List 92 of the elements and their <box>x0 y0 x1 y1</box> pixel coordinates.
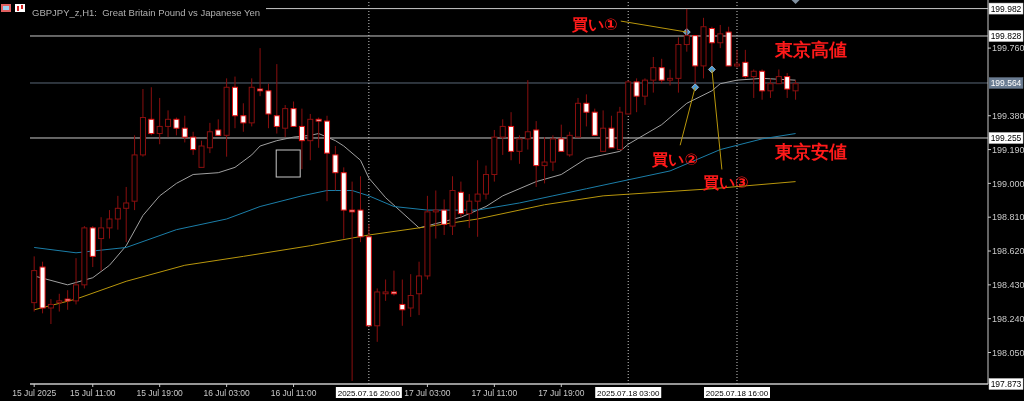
candlestick <box>516 134 523 165</box>
candlestick <box>499 118 506 156</box>
x-tick-label: 17 Jul 11:00 <box>471 388 518 398</box>
y-tick-label: 198.620 <box>992 246 1024 257</box>
y-tick-label: 198.240 <box>992 313 1024 324</box>
candlestick <box>667 68 674 86</box>
candlestick <box>307 113 314 161</box>
candlestick <box>566 131 573 158</box>
candlestick <box>733 49 741 69</box>
candlestick <box>273 63 280 135</box>
candlestick <box>600 109 607 152</box>
y-tick-label: 198.050 <box>992 347 1024 358</box>
candlestick <box>658 58 665 85</box>
candlestick <box>382 279 389 302</box>
candlestick <box>114 195 121 231</box>
candlestick <box>298 108 305 170</box>
candlestick <box>190 131 197 156</box>
candlestick <box>792 79 799 101</box>
candlestick <box>265 83 272 129</box>
candlestick <box>332 145 339 192</box>
ref-line-label: 199.564 <box>990 77 1022 88</box>
candlestick <box>541 136 548 184</box>
candlestick <box>206 122 213 154</box>
candlestick <box>315 117 322 149</box>
ref-line-label: 199.828 <box>990 30 1022 41</box>
annotation: 東京安値 <box>774 141 847 162</box>
candlestick <box>474 159 481 238</box>
candlestick <box>650 56 657 94</box>
candlestick <box>717 24 724 49</box>
candlestick <box>98 216 105 272</box>
x-tick-label: 17 Jul 19:00 <box>538 388 585 398</box>
candlestick <box>73 257 80 305</box>
candlestick <box>416 261 423 316</box>
candlestick <box>290 101 297 127</box>
x-tick-label: 16 Jul 03:00 <box>203 388 251 398</box>
annotation: 買い② <box>651 150 698 170</box>
ref-line-label: 199.982 <box>990 3 1022 14</box>
candlestick <box>524 79 531 151</box>
candlestick <box>441 198 448 236</box>
ref-line-label: 2025.07.18 16:00 <box>705 389 769 398</box>
annotation: 買い③ <box>702 173 749 193</box>
ref-line-label: 2025.07.16 20:00 <box>337 389 401 398</box>
candlestick <box>608 115 615 149</box>
candlestick <box>165 109 172 138</box>
x-tick-label: 17 Jul 03:00 <box>404 388 451 398</box>
ref-line-label: 197.873 <box>990 378 1022 389</box>
candlestick <box>349 181 356 382</box>
candlestick <box>240 102 247 133</box>
candlestick <box>784 72 791 99</box>
candlestick <box>750 68 757 99</box>
x-tick-label: 15 Jul 11:00 <box>69 388 116 398</box>
candlestick <box>767 77 774 99</box>
candlestick <box>156 97 163 145</box>
y-tick-label: 198.810 <box>992 212 1024 223</box>
y-tick-label: 199.000 <box>992 178 1024 189</box>
y-tick-label: 199.380 <box>992 110 1024 121</box>
text: GBPJPY_z,H1: Great Britain Pound vs Japanese Yen <box>32 7 261 18</box>
candlestick <box>482 165 489 200</box>
x-tick-label: 15 Jul 19:00 <box>136 388 184 398</box>
ref-line-label: 2025.07.18 03:00 <box>597 389 660 398</box>
candlestick <box>148 86 155 136</box>
candlestick <box>591 108 598 136</box>
y-tick-label: 198.430 <box>992 280 1024 290</box>
candlestick <box>641 77 648 106</box>
candlestick <box>759 68 766 101</box>
candlestick <box>106 209 113 240</box>
candlestick <box>181 115 188 143</box>
ref-line-label: 199.255 <box>990 132 1022 143</box>
y-tick-label: 199.760 <box>992 43 1024 54</box>
candlestick <box>399 279 406 327</box>
y-tick-label: 199.190 <box>992 144 1024 155</box>
candlestick <box>683 8 690 53</box>
candlestick <box>198 140 205 168</box>
candlestick <box>64 289 71 311</box>
candlestick <box>558 124 565 152</box>
candlestick <box>390 270 397 297</box>
annotation: 買い① <box>571 15 618 35</box>
candlestick <box>407 273 414 318</box>
candlestick <box>549 134 556 172</box>
annotation: 東京高値 <box>774 39 847 60</box>
x-tick-label: 15 Jul 2025 <box>12 388 57 398</box>
candlestick <box>583 93 590 127</box>
candlestick <box>742 49 749 79</box>
candlestick <box>282 104 289 138</box>
x-tick-label: 16 Jul 11:00 <box>270 388 317 398</box>
candlestick <box>633 77 640 113</box>
candlestick <box>432 190 439 240</box>
candlestick <box>257 47 264 97</box>
candlestick <box>47 298 54 325</box>
candlestick <box>457 181 464 218</box>
candlestick <box>123 186 130 243</box>
candlestick <box>466 193 473 229</box>
